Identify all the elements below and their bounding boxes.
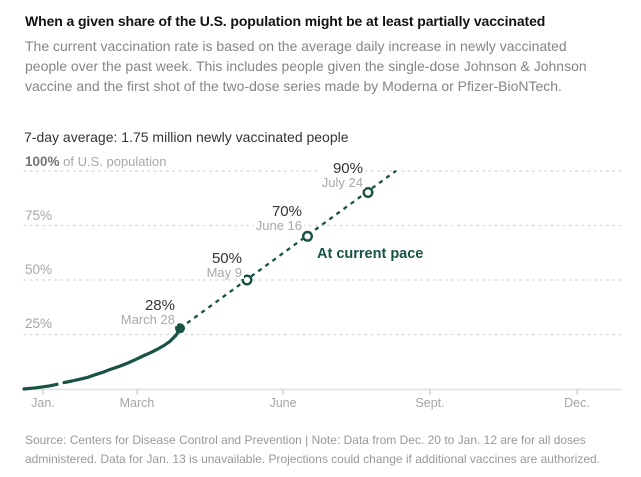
x-axis-label-dec: Dec. — [564, 396, 590, 410]
chart-subtitle: The current vaccination rate is based on… — [25, 38, 587, 94]
annotation-march-28: 28% March 28 — [118, 297, 177, 327]
annotation-july-24: 90% July 24 — [319, 160, 365, 190]
at-current-pace-label: At current pace — [317, 246, 424, 262]
annotation-date: July 24 — [321, 175, 363, 190]
page-title: When a given share of the U.S. populatio… — [25, 13, 546, 29]
y-axis-unit-label: of U.S. population — [59, 154, 167, 169]
marker-july-24 — [362, 186, 374, 198]
annotation-pct: 70% — [271, 203, 302, 220]
marker-march-28 — [175, 323, 185, 334]
annotation-may-9: 50% May 9 — [204, 250, 244, 280]
annotation-date: March 28 — [120, 312, 175, 327]
y-axis-75-label: 75% — [25, 208, 55, 223]
annotation-pct: 28% — [144, 297, 175, 314]
annotation-pct: 90% — [332, 160, 363, 177]
y-axis-top-label: 100% of U.S. population — [25, 154, 170, 169]
y-axis-100-label: 100% — [25, 154, 60, 169]
actual-line-segment-1 — [22, 382, 59, 391]
annotation-date: May 9 — [206, 265, 242, 280]
annotation-pct: 50% — [211, 250, 242, 267]
x-axis-label-march: March — [119, 396, 155, 410]
projection-line — [179, 169, 397, 330]
marker-june-16 — [302, 230, 314, 242]
annotation-june-16: 70% June 16 — [253, 203, 304, 233]
source-note: Source: Centers for Disease Control and … — [25, 433, 601, 466]
y-axis-25-label: 25% — [25, 316, 55, 331]
x-axis-label-june: June — [269, 396, 297, 410]
y-axis-50-label: 50% — [25, 262, 55, 277]
annotation-date: June 16 — [255, 218, 302, 233]
seven-day-average-label: 7-day average: 1.75 million newly vaccin… — [24, 129, 349, 145]
x-axis-label-jan: Jan. — [31, 396, 55, 410]
x-axis-label-sept: Sept. — [415, 396, 445, 410]
actual-line-segment-2 — [62, 327, 182, 385]
marker-may-9 — [241, 274, 253, 286]
